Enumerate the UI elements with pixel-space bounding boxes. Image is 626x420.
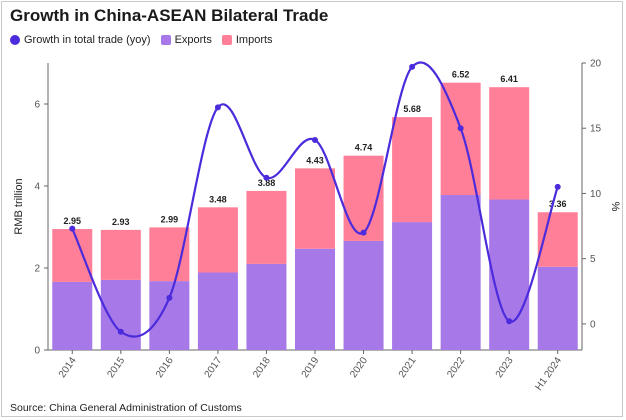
legend-swatch-growth — [10, 35, 20, 45]
bar-imports — [489, 87, 530, 200]
data-label-total: 2.93 — [112, 217, 130, 227]
y2-tick-label: 10 — [590, 189, 602, 200]
data-label-total: 4.74 — [355, 143, 373, 153]
chart-title: Growth in China-ASEAN Bilateral Trade — [10, 6, 329, 25]
y2-tick-label: 0 — [590, 319, 596, 330]
bar-imports — [197, 207, 238, 273]
legend-item-growth: Growth in total trade (yoy) — [10, 34, 151, 46]
y2-tick-label: 5 — [590, 254, 596, 265]
data-label-total: 3.48 — [209, 194, 227, 204]
bar-exports — [392, 222, 433, 350]
growth-point — [409, 63, 416, 70]
bar-exports — [197, 272, 238, 350]
legend: Growth in total trade (yoy) Exports Impo… — [10, 34, 273, 46]
bar-exports — [149, 281, 190, 350]
data-label-total: 3.36 — [549, 199, 567, 209]
y-tick-label: 0 — [34, 346, 40, 357]
legend-item-exports: Exports — [160, 34, 212, 46]
bar-exports — [295, 248, 335, 350]
source-note: Source: China General Administration of … — [10, 402, 242, 414]
data-label-total: 3.88 — [258, 178, 276, 188]
y-tick-label: 2 — [34, 264, 40, 275]
data-label-total: 2.95 — [64, 216, 82, 226]
bar-imports — [52, 229, 93, 282]
y2-tick-label: 20 — [590, 59, 602, 70]
y-tick-label: 6 — [34, 100, 40, 111]
label-layer: 2.95 2.93 2.99 3.48 3.88 4.43 4.74 5.68 6.52 6.41… — [64, 70, 567, 227]
legend-swatch-exports — [160, 35, 171, 45]
bar-exports — [489, 199, 530, 350]
x-tick-label: 2019 — [300, 355, 322, 380]
data-label-total: 6.52 — [452, 70, 470, 80]
legend-label-growth: Growth in total trade (yoy) — [24, 34, 151, 46]
x-tick-label: 2023 — [494, 355, 516, 380]
bar-layer — [52, 82, 578, 350]
y-axis-title: RMB trillion — [13, 178, 25, 234]
bar-exports — [100, 279, 141, 350]
growth-point — [166, 294, 173, 301]
x-tick-label: 2022 — [445, 355, 467, 380]
legend-label-imports: Imports — [235, 34, 273, 46]
bar-imports — [440, 82, 481, 196]
growth-point — [312, 136, 318, 143]
y2-axis-title: % — [609, 202, 621, 212]
bar-imports — [149, 227, 190, 282]
growth-point — [69, 225, 76, 232]
bar-imports — [100, 229, 141, 280]
bar-imports — [392, 117, 433, 223]
growth-point — [457, 125, 464, 132]
growth-point — [360, 229, 367, 236]
bar-exports — [246, 263, 287, 350]
data-label-total: 4.43 — [306, 155, 324, 165]
bar-imports — [295, 168, 335, 249]
x-tick-label: 2015 — [106, 355, 128, 380]
bar-exports — [537, 266, 578, 350]
x-tick-label: 2021 — [397, 355, 419, 380]
bar-exports — [52, 281, 93, 350]
legend-label-exports: Exports — [174, 34, 212, 46]
growth-point — [263, 174, 270, 181]
x-tick-label: 2018 — [251, 355, 273, 380]
growth-point — [117, 328, 124, 335]
legend-swatch-imports — [221, 35, 232, 45]
line-layer — [69, 61, 561, 338]
bar-exports — [343, 240, 384, 350]
data-label-total: 6.41 — [500, 74, 518, 84]
x-tick-label: 2017 — [203, 355, 225, 380]
growth-point — [214, 104, 221, 111]
growth-point — [554, 183, 561, 190]
x-tick-label: H1 2024 — [533, 355, 564, 393]
x-tick-label: 2016 — [154, 355, 176, 380]
x-tick-label: 2014 — [57, 355, 79, 380]
y-tick-label: 4 — [34, 182, 40, 193]
data-label-total: 2.99 — [161, 214, 179, 224]
y2-tick-label: 15 — [590, 124, 602, 135]
x-tick-label: 2020 — [348, 355, 370, 380]
legend-item-imports: Imports — [221, 34, 273, 46]
data-label-total: 5.68 — [403, 104, 421, 114]
bar-exports — [440, 195, 481, 350]
bar-imports — [246, 190, 287, 264]
growth-point — [506, 318, 513, 325]
